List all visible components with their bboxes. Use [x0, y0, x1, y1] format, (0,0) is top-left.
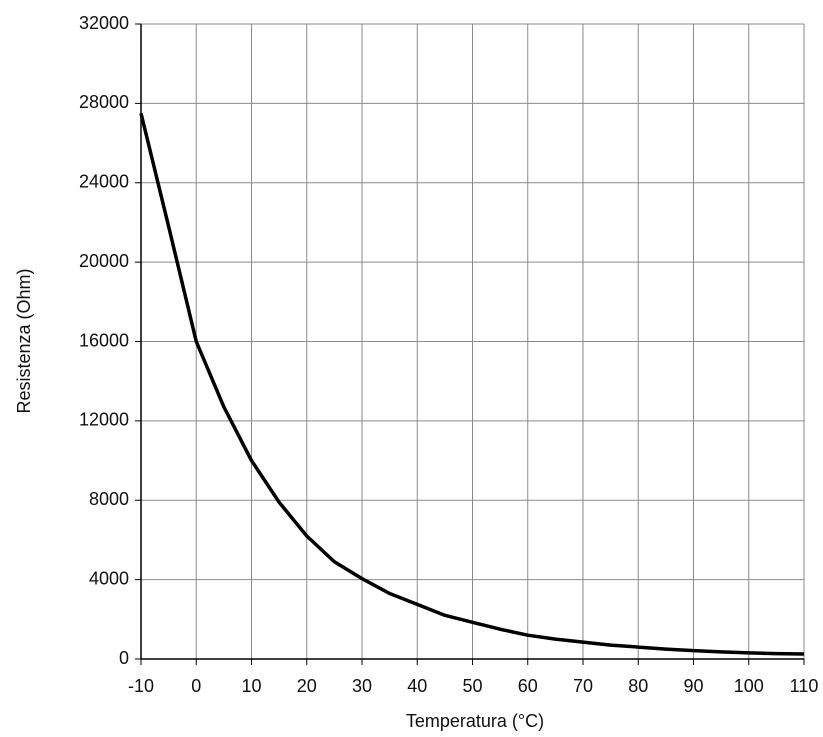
y-tick-label: 4000 — [89, 568, 129, 588]
x-tick-label: 100 — [734, 676, 764, 696]
x-tick-label: 30 — [352, 676, 372, 696]
y-tick-label: 28000 — [79, 92, 129, 112]
y-tick-label: 20000 — [79, 251, 129, 271]
x-tick-label: 80 — [628, 676, 648, 696]
x-tick-label: 0 — [191, 676, 201, 696]
y-tick-label: 8000 — [89, 489, 129, 509]
y-tick-label: 12000 — [79, 410, 129, 430]
x-tick-label: 40 — [407, 676, 427, 696]
data-line — [139, 112, 805, 656]
y-tick-label: 0 — [119, 648, 129, 668]
x-axis-label: Temperatura (°C) — [406, 711, 544, 731]
x-tick-label: -10 — [128, 676, 154, 696]
x-tick-label: 50 — [462, 676, 482, 696]
x-tick-label: 20 — [297, 676, 317, 696]
x-tick-label: 70 — [573, 676, 593, 696]
x-tick-label: 90 — [683, 676, 703, 696]
x-tick-label: 110 — [790, 676, 819, 696]
y-tick-label: 32000 — [79, 13, 129, 33]
y-tick-label: 16000 — [79, 330, 129, 350]
y-axis-label: Resistenza (Ohm) — [14, 268, 34, 413]
x-tick-label: 60 — [518, 676, 538, 696]
y-tick-label: 24000 — [79, 172, 129, 192]
x-tick-label: 10 — [241, 676, 261, 696]
